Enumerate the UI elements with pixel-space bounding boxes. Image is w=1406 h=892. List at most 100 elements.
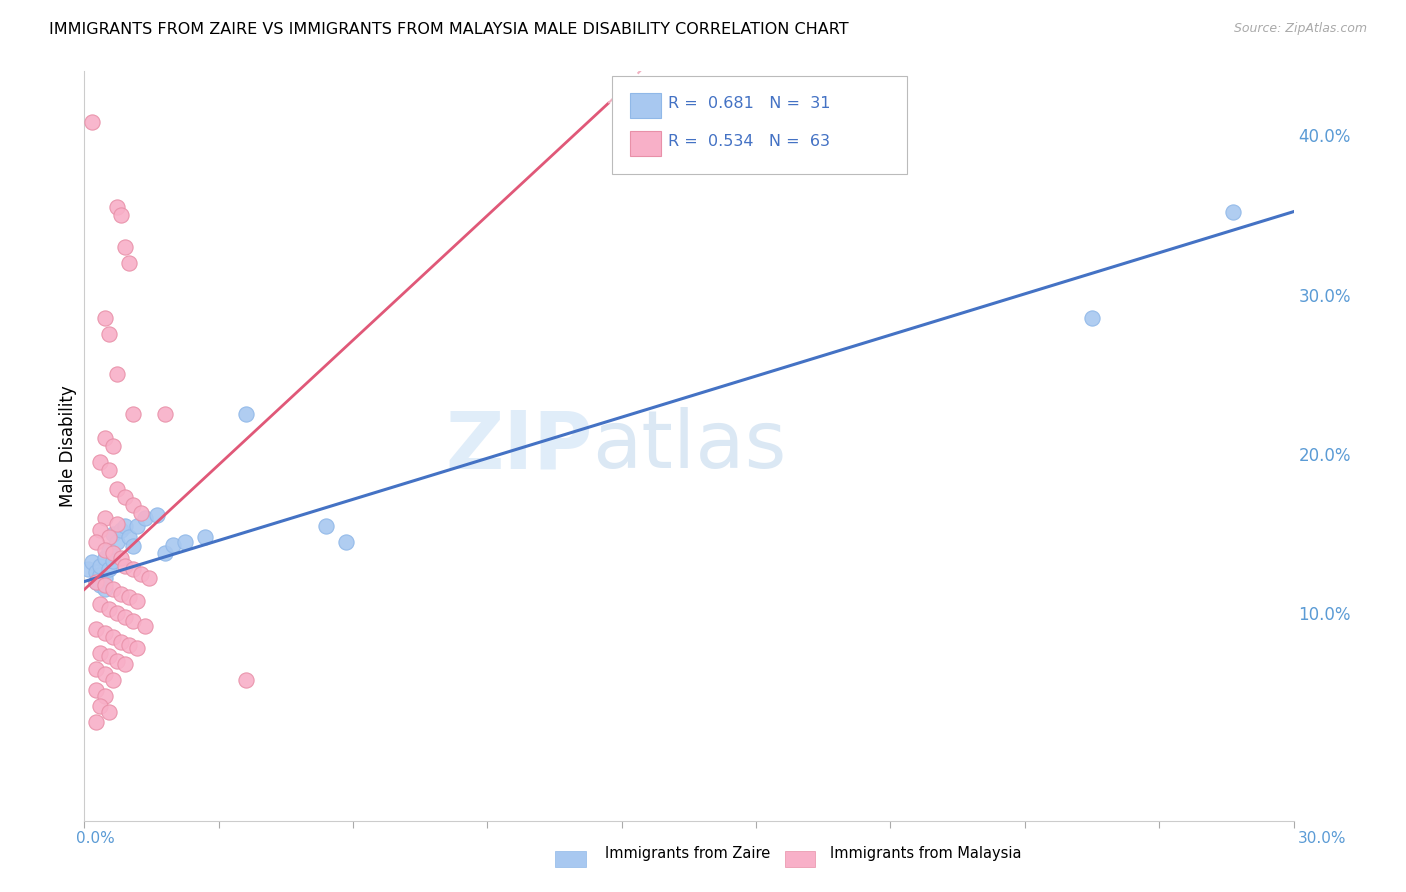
Point [86, 662, 108, 676]
Text: Immigrants from Zaire: Immigrants from Zaire [605, 847, 770, 861]
Point [110, 587, 132, 601]
Point [118, 255, 141, 269]
Point [235, 407, 257, 421]
Point [101, 439, 124, 453]
Point [89, 597, 111, 611]
Point [105, 482, 128, 496]
Point [93, 625, 115, 640]
Text: IMMIGRANTS FROM ZAIRE VS IMMIGRANTS FROM MALAYSIA MALE DISABILITY CORRELATION CH: IMMIGRANTS FROM ZAIRE VS IMMIGRANTS FROM… [49, 22, 849, 37]
Point [315, 518, 337, 533]
Point [110, 635, 132, 649]
Point [110, 550, 132, 565]
Point [93, 550, 115, 565]
Point [1081, 311, 1104, 326]
Point [93, 510, 115, 524]
Point [114, 240, 136, 254]
Text: 30.0%: 30.0% [1298, 831, 1346, 846]
Point [89, 524, 111, 538]
Point [129, 566, 152, 581]
Point [134, 510, 156, 524]
Point [86, 714, 108, 729]
Point [114, 518, 136, 533]
Point [1222, 204, 1244, 219]
Point [114, 609, 136, 624]
Point [93, 690, 115, 704]
Point [89, 568, 111, 582]
Point [194, 530, 217, 544]
Point [121, 562, 143, 576]
Point [114, 558, 136, 573]
Text: R =  0.681   N =  31: R = 0.681 N = 31 [668, 96, 831, 111]
Point [114, 657, 136, 672]
Text: Immigrants from Malaysia: Immigrants from Malaysia [830, 847, 1021, 861]
Point [93, 311, 115, 326]
Point [235, 673, 257, 688]
Point [118, 591, 141, 605]
Point [162, 538, 184, 552]
Point [105, 517, 128, 532]
Text: Source: ZipAtlas.com: Source: ZipAtlas.com [1233, 22, 1367, 36]
Point [89, 558, 111, 573]
Point [97, 649, 120, 664]
Point [97, 542, 120, 557]
Point [121, 615, 143, 629]
Point [121, 407, 143, 421]
Point [86, 574, 108, 589]
Text: R =  0.534   N =  63: R = 0.534 N = 63 [668, 135, 830, 149]
Y-axis label: Male Disability: Male Disability [59, 385, 77, 507]
Point [93, 577, 115, 591]
Point [101, 673, 124, 688]
Point [86, 534, 108, 549]
Point [121, 498, 143, 512]
Point [138, 571, 160, 585]
Point [105, 654, 128, 668]
Point [118, 530, 141, 544]
Point [93, 582, 115, 597]
Point [105, 200, 128, 214]
Point [125, 593, 148, 607]
Point [134, 619, 156, 633]
Point [89, 698, 111, 713]
Point [118, 638, 141, 652]
Point [101, 582, 124, 597]
Point [82, 555, 104, 569]
Point [97, 562, 120, 576]
Point [89, 577, 111, 591]
Point [153, 546, 176, 560]
Point [86, 623, 108, 637]
Text: 0.0%: 0.0% [76, 831, 115, 846]
Point [86, 565, 108, 579]
Point [82, 115, 104, 129]
Point [97, 705, 120, 719]
Point [86, 682, 108, 697]
Point [114, 490, 136, 504]
Text: ZIP: ZIP [444, 407, 592, 485]
Point [86, 574, 108, 589]
Point [110, 208, 132, 222]
Point [153, 407, 176, 421]
Point [93, 571, 115, 585]
Point [105, 534, 128, 549]
Point [101, 526, 124, 541]
Point [335, 534, 357, 549]
Point [101, 546, 124, 560]
Point [105, 368, 128, 382]
Point [101, 554, 124, 568]
Point [146, 508, 169, 522]
Point [97, 327, 120, 342]
Point [121, 540, 143, 554]
Point [93, 542, 115, 557]
Point [89, 455, 111, 469]
Point [174, 534, 197, 549]
Point [110, 524, 132, 538]
Point [125, 518, 148, 533]
Point [125, 641, 148, 656]
Point [97, 463, 120, 477]
Point [105, 607, 128, 621]
Point [93, 431, 115, 445]
Point [97, 601, 120, 615]
Point [89, 646, 111, 660]
Point [129, 506, 152, 520]
Text: atlas: atlas [592, 407, 786, 485]
Point [93, 667, 115, 681]
